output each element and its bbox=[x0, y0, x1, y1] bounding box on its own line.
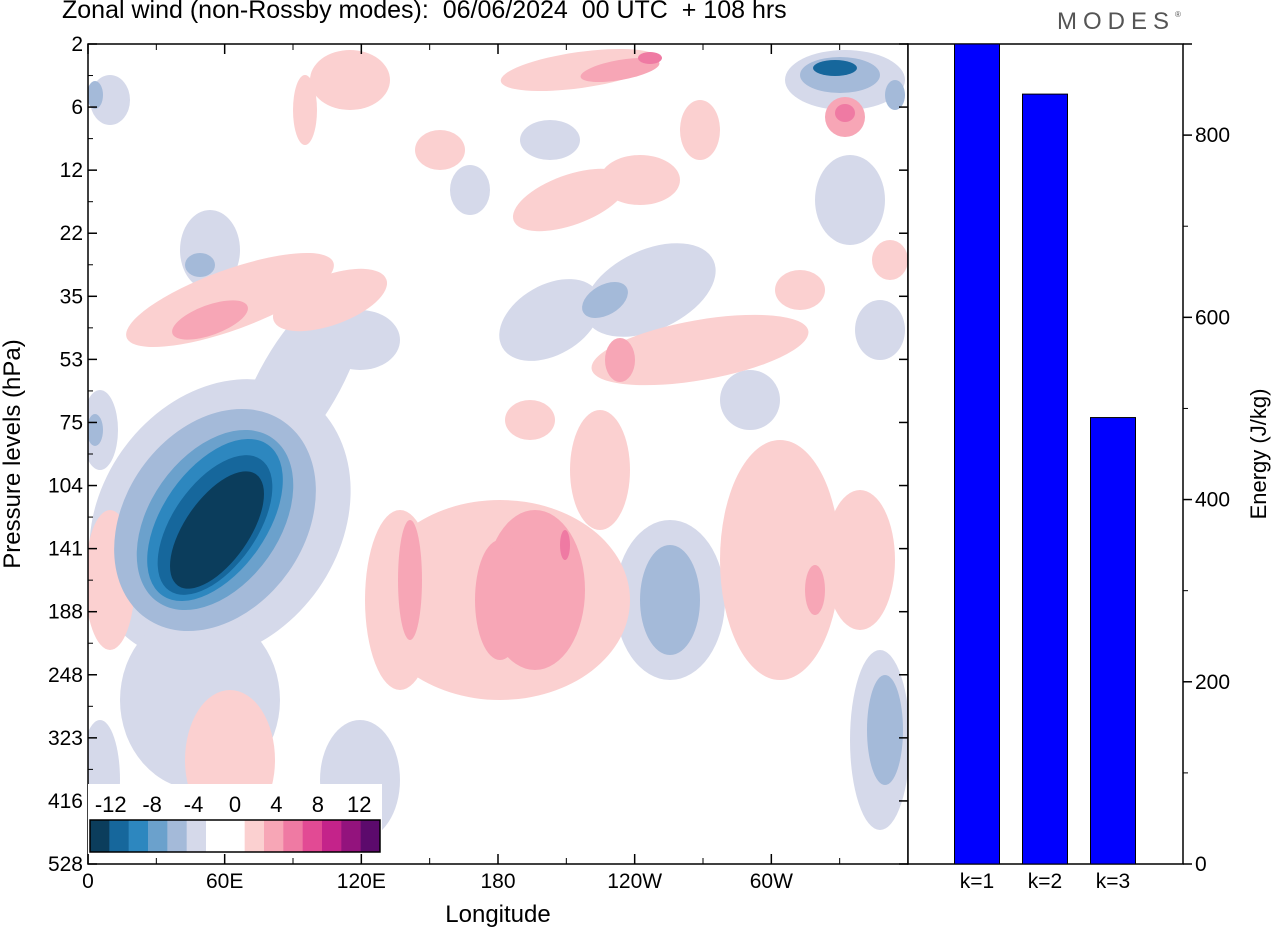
modes-logo: MODES® bbox=[1057, 8, 1181, 36]
y-tick-label: 22 bbox=[60, 222, 83, 245]
colorbar-swatch bbox=[128, 820, 149, 852]
colorbar-label: -8 bbox=[142, 792, 162, 817]
bar-category-label: k=1 bbox=[960, 870, 994, 893]
colorbar-frame bbox=[89, 819, 381, 853]
colorbar-swatch bbox=[283, 820, 304, 852]
colorbar-swatch bbox=[360, 820, 381, 852]
bar-category-label: k=3 bbox=[1096, 870, 1130, 893]
upper-easterly-core bbox=[813, 60, 857, 76]
colorbar-label: 8 bbox=[312, 792, 324, 817]
y-tick-label: 141 bbox=[48, 538, 83, 561]
x-tick-label: 0 bbox=[82, 870, 94, 893]
y-tick-label: 104 bbox=[48, 475, 83, 498]
bar-y-tick-label: 600 bbox=[1195, 306, 1230, 329]
y-tick-label: 12 bbox=[60, 159, 83, 182]
colorbar-swatch bbox=[302, 820, 323, 852]
colorbar-swatch bbox=[148, 820, 168, 852]
colorbar-swatch bbox=[264, 820, 284, 852]
bar-y-tick-label: 0 bbox=[1195, 853, 1207, 876]
x-tick-label: 120W bbox=[607, 870, 662, 893]
x-axis-label: Longitude bbox=[445, 901, 550, 928]
y-tick-label: 6 bbox=[71, 96, 83, 119]
colorbar-swatch bbox=[109, 820, 130, 852]
y-tick-label: 53 bbox=[60, 348, 83, 371]
x-tick-label: 120E bbox=[337, 870, 386, 893]
colorbar-swatch bbox=[90, 820, 110, 852]
chart-title: Zonal wind (non-Rossby modes): 06/06/202… bbox=[62, 0, 787, 24]
x-tick-label: 180 bbox=[480, 870, 515, 893]
bar-y-tick-label: 200 bbox=[1195, 671, 1230, 694]
heatmap-y-axis: 2 6 12 22 35 53 75 104 141 188 248 323 416 528 bbox=[48, 33, 908, 876]
colorbar-swatch bbox=[167, 820, 188, 852]
easterly-core bbox=[170, 471, 264, 589]
energy-bar bbox=[1090, 417, 1136, 865]
bar-x-axis: k=1 k=2 k=3 bbox=[960, 870, 1130, 893]
logo-text: MODES bbox=[1057, 8, 1176, 35]
heatmap-x-axis: 0 60E 120E 180 120W 60W bbox=[82, 44, 841, 893]
colorbar-label: -4 bbox=[184, 792, 204, 817]
y-tick-label: 35 bbox=[60, 285, 83, 308]
bar-y-tick-label: 800 bbox=[1195, 124, 1230, 147]
y-tick-label: 248 bbox=[48, 664, 83, 687]
bar-y-axis-label: Energy (J/kg) bbox=[1246, 389, 1271, 520]
heatmap-field bbox=[88, 48, 908, 840]
colorbar-label: 12 bbox=[347, 792, 371, 817]
y-tick-label: 2 bbox=[71, 33, 83, 56]
x-tick-label: 60W bbox=[750, 870, 793, 893]
colorbar-swatch bbox=[186, 820, 207, 852]
colorbar-label: 4 bbox=[270, 792, 282, 817]
colorbar-swatch bbox=[322, 820, 342, 852]
y-tick-label: 528 bbox=[48, 853, 83, 876]
energy-bar bbox=[1022, 93, 1068, 865]
energy-bar bbox=[954, 43, 1000, 865]
colorbar-label: 0 bbox=[229, 792, 241, 817]
y-axis-label: Pressure levels (hPa) bbox=[0, 339, 26, 568]
colorbar-label: -12 bbox=[95, 792, 127, 817]
y-tick-label: 188 bbox=[48, 601, 83, 624]
colorbar-swatch bbox=[206, 820, 226, 852]
colorbar-swatch bbox=[225, 820, 246, 852]
y-tick-label: 416 bbox=[48, 790, 83, 813]
x-tick-label: 60E bbox=[206, 870, 243, 893]
colorbar-swatch bbox=[341, 820, 362, 852]
energy-bars bbox=[954, 43, 1136, 865]
bar-y-axis: 0 200 400 600 800 bbox=[1183, 43, 1230, 876]
y-tick-label: 75 bbox=[60, 411, 83, 434]
bar-y-tick-label: 400 bbox=[1195, 489, 1230, 512]
colorbar-swatch bbox=[244, 820, 265, 852]
colorbar-labels: -12 -8 -4 0 4 8 12 bbox=[95, 792, 372, 817]
colorbar bbox=[88, 784, 382, 854]
registered-mark: ® bbox=[1175, 10, 1181, 19]
bar-category-label: k=2 bbox=[1028, 870, 1062, 893]
y-tick-label: 323 bbox=[48, 727, 83, 750]
